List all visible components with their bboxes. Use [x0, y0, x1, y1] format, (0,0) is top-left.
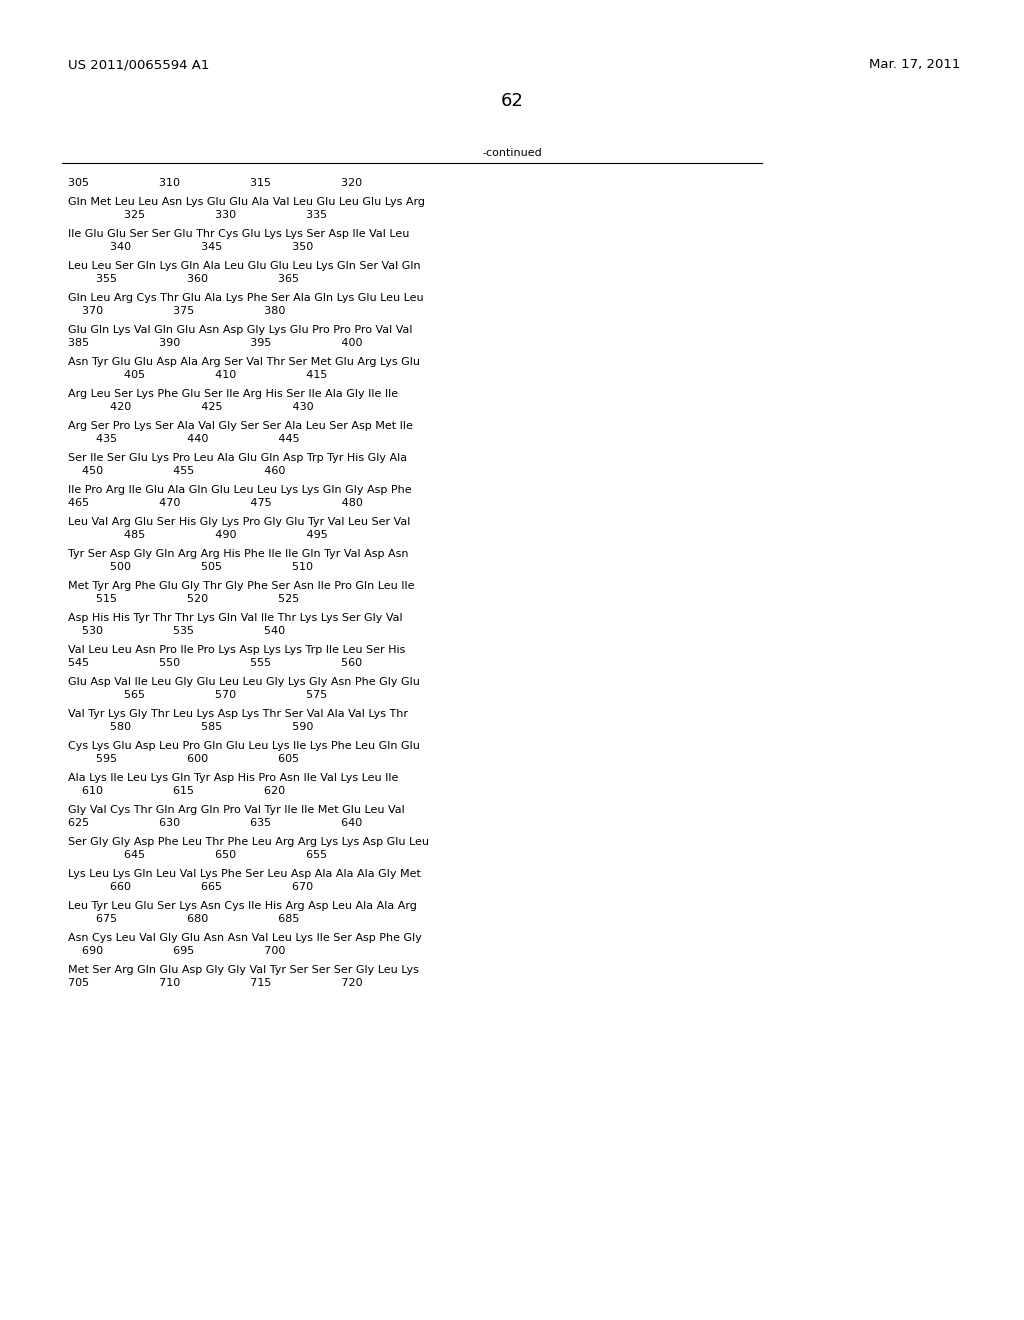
Text: Ile Glu Glu Ser Ser Glu Thr Cys Glu Lys Lys Ser Asp Ile Val Leu: Ile Glu Glu Ser Ser Glu Thr Cys Glu Lys …: [68, 228, 410, 239]
Text: Ile Pro Arg Ile Glu Ala Gln Glu Leu Leu Lys Lys Gln Gly Asp Phe: Ile Pro Arg Ile Glu Ala Gln Glu Leu Leu …: [68, 484, 412, 495]
Text: Met Ser Arg Gln Glu Asp Gly Gly Val Tyr Ser Ser Ser Gly Leu Lys: Met Ser Arg Gln Glu Asp Gly Gly Val Tyr …: [68, 965, 419, 975]
Text: 62: 62: [501, 92, 523, 110]
Text: 675                    680                    685: 675 680 685: [68, 913, 299, 924]
Text: 610                    615                    620: 610 615 620: [68, 785, 285, 796]
Text: Lys Leu Lys Gln Leu Val Lys Phe Ser Leu Asp Ala Ala Ala Gly Met: Lys Leu Lys Gln Leu Val Lys Phe Ser Leu …: [68, 869, 421, 879]
Text: Glu Asp Val Ile Leu Gly Glu Leu Leu Gly Lys Gly Asn Phe Gly Glu: Glu Asp Val Ile Leu Gly Glu Leu Leu Gly …: [68, 677, 420, 686]
Text: Met Tyr Arg Phe Glu Gly Thr Gly Phe Ser Asn Ile Pro Gln Leu Ile: Met Tyr Arg Phe Glu Gly Thr Gly Phe Ser …: [68, 581, 415, 591]
Text: Leu Val Arg Glu Ser His Gly Lys Pro Gly Glu Tyr Val Leu Ser Val: Leu Val Arg Glu Ser His Gly Lys Pro Gly …: [68, 517, 411, 527]
Text: Leu Leu Ser Gln Lys Gln Ala Leu Glu Glu Leu Lys Gln Ser Val Gln: Leu Leu Ser Gln Lys Gln Ala Leu Glu Glu …: [68, 261, 421, 271]
Text: Cys Lys Glu Asp Leu Pro Gln Glu Leu Lys Ile Lys Phe Leu Gln Glu: Cys Lys Glu Asp Leu Pro Gln Glu Leu Lys …: [68, 741, 420, 751]
Text: 405                    410                    415: 405 410 415: [68, 370, 328, 380]
Text: 465                    470                    475                    480: 465 470 475 480: [68, 498, 362, 508]
Text: 420                    425                    430: 420 425 430: [68, 403, 313, 412]
Text: 435                    440                    445: 435 440 445: [68, 434, 300, 444]
Text: 340                    345                    350: 340 345 350: [68, 242, 313, 252]
Text: 690                    695                    700: 690 695 700: [68, 946, 286, 956]
Text: 325                    330                    335: 325 330 335: [68, 210, 327, 220]
Text: Mar. 17, 2011: Mar. 17, 2011: [868, 58, 961, 71]
Text: Val Tyr Lys Gly Thr Leu Lys Asp Lys Thr Ser Val Ala Val Lys Thr: Val Tyr Lys Gly Thr Leu Lys Asp Lys Thr …: [68, 709, 408, 719]
Text: Arg Leu Ser Lys Phe Glu Ser Ile Arg His Ser Ile Ala Gly Ile Ile: Arg Leu Ser Lys Phe Glu Ser Ile Arg His …: [68, 389, 398, 399]
Text: 530                    535                    540: 530 535 540: [68, 626, 285, 636]
Text: 565                    570                    575: 565 570 575: [68, 690, 328, 700]
Text: -continued: -continued: [482, 148, 542, 158]
Text: 355                    360                    365: 355 360 365: [68, 275, 299, 284]
Text: 580                    585                    590: 580 585 590: [68, 722, 313, 733]
Text: 645                    650                    655: 645 650 655: [68, 850, 327, 861]
Text: Tyr Ser Asp Gly Gln Arg Arg His Phe Ile Ile Gln Tyr Val Asp Asn: Tyr Ser Asp Gly Gln Arg Arg His Phe Ile …: [68, 549, 409, 558]
Text: Gln Leu Arg Cys Thr Glu Ala Lys Phe Ser Ala Gln Lys Glu Leu Leu: Gln Leu Arg Cys Thr Glu Ala Lys Phe Ser …: [68, 293, 424, 304]
Text: Gln Met Leu Leu Asn Lys Glu Glu Ala Val Leu Glu Leu Glu Lys Arg: Gln Met Leu Leu Asn Lys Glu Glu Ala Val …: [68, 197, 425, 207]
Text: 515                    520                    525: 515 520 525: [68, 594, 299, 605]
Text: 485                    490                    495: 485 490 495: [68, 531, 328, 540]
Text: Ser Ile Ser Glu Lys Pro Leu Ala Glu Gln Asp Trp Tyr His Gly Ala: Ser Ile Ser Glu Lys Pro Leu Ala Glu Gln …: [68, 453, 408, 463]
Text: Asp His His Tyr Thr Thr Lys Gln Val Ile Thr Lys Lys Ser Gly Val: Asp His His Tyr Thr Thr Lys Gln Val Ile …: [68, 612, 402, 623]
Text: 545                    550                    555                    560: 545 550 555 560: [68, 657, 362, 668]
Text: 450                    455                    460: 450 455 460: [68, 466, 286, 477]
Text: 305                    310                    315                    320: 305 310 315 320: [68, 178, 362, 187]
Text: Ala Lys Ile Leu Lys Gln Tyr Asp His Pro Asn Ile Val Lys Leu Ile: Ala Lys Ile Leu Lys Gln Tyr Asp His Pro …: [68, 774, 398, 783]
Text: Arg Ser Pro Lys Ser Ala Val Gly Ser Ser Ala Leu Ser Asp Met Ile: Arg Ser Pro Lys Ser Ala Val Gly Ser Ser …: [68, 421, 413, 432]
Text: 705                    710                    715                    720: 705 710 715 720: [68, 978, 362, 987]
Text: Asn Tyr Glu Glu Asp Ala Arg Ser Val Thr Ser Met Glu Arg Lys Glu: Asn Tyr Glu Glu Asp Ala Arg Ser Val Thr …: [68, 356, 420, 367]
Text: Gly Val Cys Thr Gln Arg Gln Pro Val Tyr Ile Ile Met Glu Leu Val: Gly Val Cys Thr Gln Arg Gln Pro Val Tyr …: [68, 805, 404, 814]
Text: Ser Gly Gly Asp Phe Leu Thr Phe Leu Arg Arg Lys Lys Asp Glu Leu: Ser Gly Gly Asp Phe Leu Thr Phe Leu Arg …: [68, 837, 429, 847]
Text: 595                    600                    605: 595 600 605: [68, 754, 299, 764]
Text: US 2011/0065594 A1: US 2011/0065594 A1: [68, 58, 209, 71]
Text: 500                    505                    510: 500 505 510: [68, 562, 313, 572]
Text: 660                    665                    670: 660 665 670: [68, 882, 313, 892]
Text: Asn Cys Leu Val Gly Glu Asn Asn Val Leu Lys Ile Ser Asp Phe Gly: Asn Cys Leu Val Gly Glu Asn Asn Val Leu …: [68, 933, 422, 942]
Text: Leu Tyr Leu Glu Ser Lys Asn Cys Ile His Arg Asp Leu Ala Ala Arg: Leu Tyr Leu Glu Ser Lys Asn Cys Ile His …: [68, 902, 417, 911]
Text: 385                    390                    395                    400: 385 390 395 400: [68, 338, 362, 348]
Text: 625                    630                    635                    640: 625 630 635 640: [68, 818, 362, 828]
Text: Val Leu Leu Asn Pro Ile Pro Lys Asp Lys Lys Trp Ile Leu Ser His: Val Leu Leu Asn Pro Ile Pro Lys Asp Lys …: [68, 645, 406, 655]
Text: Glu Gln Lys Val Gln Glu Asn Asp Gly Lys Glu Pro Pro Pro Val Val: Glu Gln Lys Val Gln Glu Asn Asp Gly Lys …: [68, 325, 413, 335]
Text: 370                    375                    380: 370 375 380: [68, 306, 286, 315]
